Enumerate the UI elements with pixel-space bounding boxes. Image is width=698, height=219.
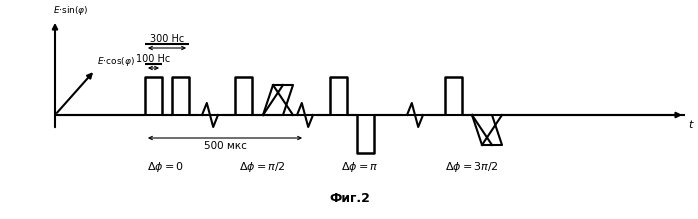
Text: 100 Нс: 100 Нс <box>136 54 170 64</box>
Text: $E{\cdot}\sin(\varphi)$: $E{\cdot}\sin(\varphi)$ <box>53 4 89 17</box>
Text: $\Delta\phi = \pi$: $\Delta\phi = \pi$ <box>341 160 379 174</box>
Text: $\Delta\phi = \pi/2$: $\Delta\phi = \pi/2$ <box>239 160 285 174</box>
Text: $\Delta\phi = 3\pi/2$: $\Delta\phi = 3\pi/2$ <box>445 160 499 174</box>
Text: $\Delta\phi = 0$: $\Delta\phi = 0$ <box>147 160 184 174</box>
Text: t: t <box>688 120 692 130</box>
Text: $E{\cdot}\cos(\varphi)$: $E{\cdot}\cos(\varphi)$ <box>97 55 135 68</box>
Text: 300 Нс: 300 Нс <box>150 34 184 44</box>
Text: Фиг.2: Фиг.2 <box>329 192 371 205</box>
Text: 500 мкс: 500 мкс <box>204 141 246 151</box>
